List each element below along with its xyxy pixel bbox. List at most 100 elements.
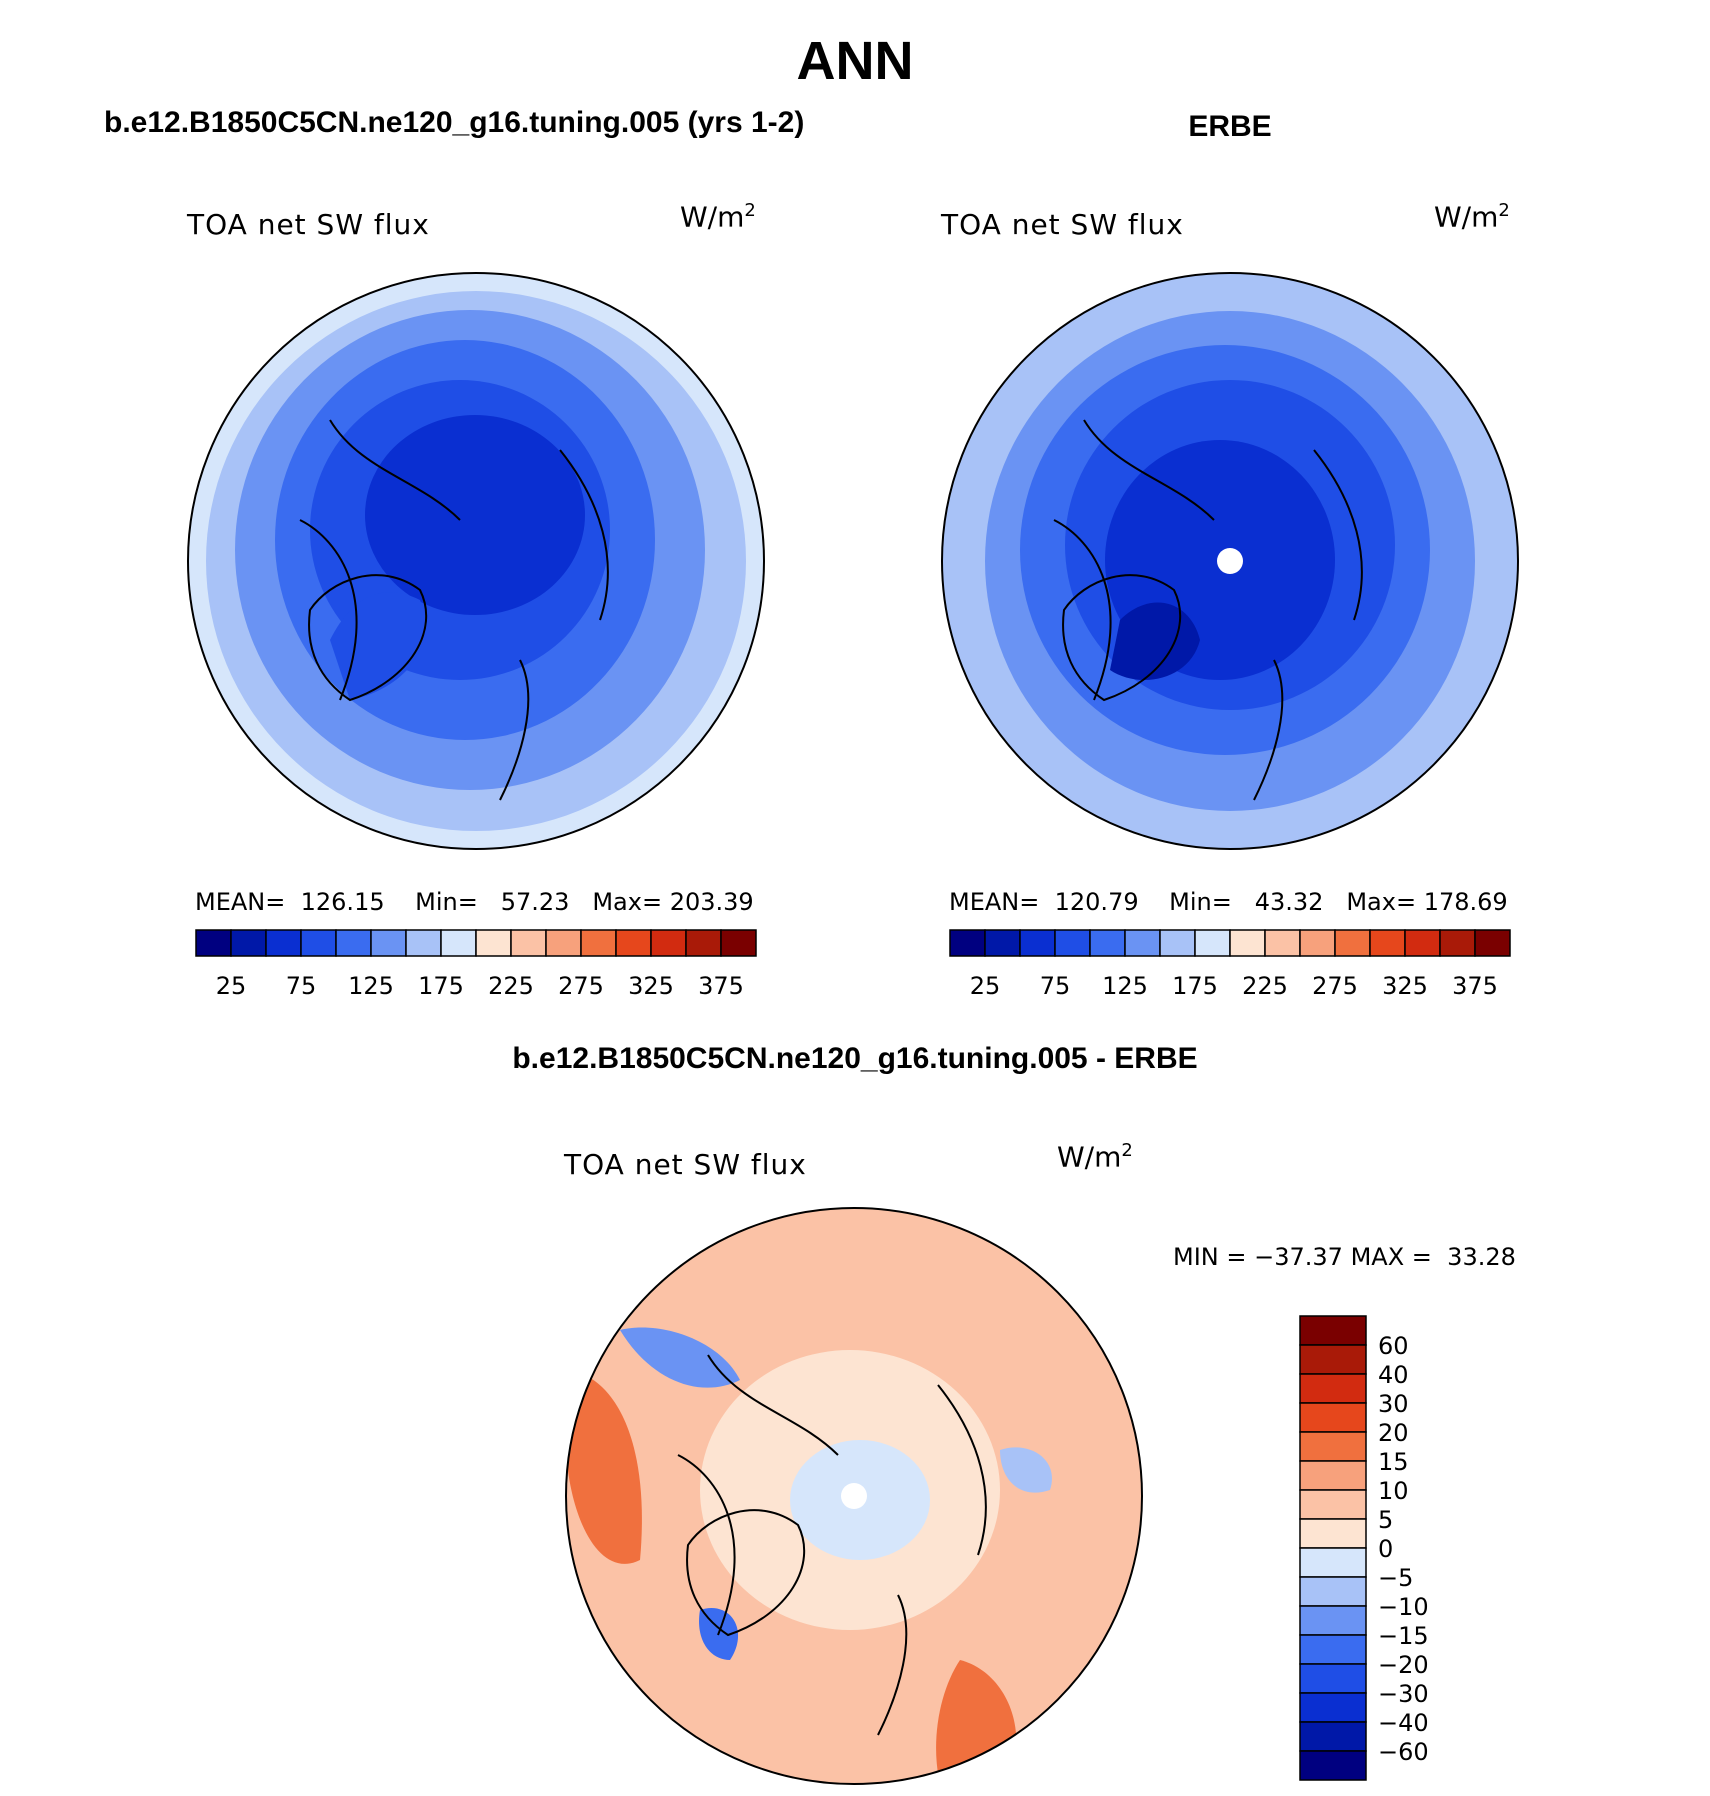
- diff-colorbar-tick-label: −5: [1378, 1564, 1413, 1592]
- obs-colorbar: 25 75 125 175 225 275 325 375: [949, 929, 1511, 1000]
- model-colorbar-swatch: [195, 929, 232, 957]
- model-units-label: W/m2: [680, 200, 756, 234]
- model-mean-label: MEAN=: [195, 888, 286, 916]
- model-colorbar-tick-label: 175: [418, 972, 464, 1000]
- model-max-value: 203.39: [669, 888, 754, 916]
- model-colorbar-swatch: [265, 929, 302, 957]
- obs-colorbar-tick-label: 225: [1242, 972, 1288, 1000]
- obs-panel-title: ERBE: [1188, 110, 1272, 143]
- diff-panel-title: b.e12.B1850C5CN.ne120_g16.tuning.005 - E…: [512, 1042, 1198, 1075]
- obs-colorbar-swatch: [1439, 929, 1476, 957]
- model-colorbar-swatch: [580, 929, 617, 957]
- diff-variable-label: TOA net SW flux: [564, 1148, 807, 1181]
- obs-colorbar-tick-label: 125: [1102, 972, 1148, 1000]
- model-panel-title: b.e12.B1850C5CN.ne120_g16.tuning.005 (yr…: [104, 106, 805, 139]
- obs-colorbar-swatch: [1124, 929, 1161, 957]
- model-greenland-outline: [308, 574, 428, 702]
- obs-min-value: 43.32: [1254, 888, 1324, 916]
- diff-colorbar-swatch: [1299, 1547, 1367, 1578]
- diff-warm-region-west: [566, 1370, 642, 1564]
- diff-units-label: W/m2: [1057, 1140, 1133, 1174]
- obs-colorbar-swatch: [949, 929, 986, 957]
- model-max-label: Max=: [592, 888, 663, 916]
- obs-stats: MEAN= 120.79 Min= 43.32 Max= 178.69: [949, 888, 1508, 916]
- obs-colorbar-swatch: [1089, 929, 1126, 957]
- obs-units-label: W/m2: [1434, 200, 1510, 234]
- obs-colorbar-swatch: [1264, 929, 1301, 957]
- obs-colorbar-tick-label: 275: [1312, 972, 1358, 1000]
- diff-colorbar-swatch: [1299, 1634, 1367, 1665]
- diff-cool-region-east: [1000, 1447, 1052, 1493]
- model-colorbar-swatch: [685, 929, 722, 957]
- diff-cool-region-north: [620, 1327, 740, 1388]
- diff-greenland-outline: [686, 1509, 806, 1637]
- diff-colorbar-tick-label: 60: [1378, 1332, 1409, 1360]
- diff-colorbar-tick-label: 0: [1378, 1535, 1393, 1563]
- model-colorbar-swatch: [300, 929, 337, 957]
- obs-min-label: Min=: [1169, 888, 1232, 916]
- obs-variable-label: TOA net SW flux: [941, 208, 1184, 241]
- model-colorbar-tick-label: 225: [488, 972, 534, 1000]
- obs-max-label: Max=: [1346, 888, 1417, 916]
- obs-polar-map: [942, 273, 1518, 849]
- diff-colorbar-swatch: [1299, 1315, 1367, 1346]
- model-colorbar-tick-label: 275: [558, 972, 604, 1000]
- diff-colorbar-tick-label: −30: [1378, 1680, 1429, 1708]
- diff-max-value: 33.28: [1447, 1243, 1516, 1271]
- model-colorbar-swatch: [720, 929, 757, 957]
- obs-colorbar-swatch: [1054, 929, 1091, 957]
- diff-colorbar-tick-label: −15: [1378, 1622, 1429, 1650]
- diff-colorbar-swatch: [1299, 1344, 1367, 1375]
- model-colorbar: 25 75 125 175 225 275 325 375: [195, 929, 757, 1000]
- model-colorbar-swatch: [545, 929, 582, 957]
- diff-min-label: MIN =: [1173, 1243, 1247, 1271]
- diff-colorbar-swatch: [1299, 1373, 1367, 1404]
- model-colorbar-tick-label: 75: [286, 972, 317, 1000]
- model-stats: MEAN= 126.15 Min= 57.23 Max= 203.39: [195, 888, 754, 916]
- model-colorbar-tick-label: 375: [698, 972, 744, 1000]
- obs-colorbar-swatch: [1334, 929, 1371, 957]
- model-min-value: 57.23: [500, 888, 570, 916]
- obs-colorbar-swatch: [1159, 929, 1196, 957]
- model-greenland-region: [330, 592, 426, 700]
- model-min-label: Min=: [415, 888, 478, 916]
- diff-colorbar-swatch: [1299, 1402, 1367, 1433]
- diff-stats: MIN = −37.37 MAX = 33.28: [1173, 1243, 1516, 1271]
- diff-colorbar-tick-label: 40: [1378, 1361, 1409, 1389]
- model-colorbar-tick-label: 125: [348, 972, 394, 1000]
- obs-colorbar-swatch: [1404, 929, 1441, 957]
- obs-colorbar-swatch: [1474, 929, 1511, 957]
- obs-mean-label: MEAN=: [949, 888, 1040, 916]
- diff-colorbar-swatch: [1299, 1576, 1367, 1607]
- diff-colorbar-swatch: [1299, 1692, 1367, 1723]
- diff-max-label: MAX =: [1350, 1243, 1432, 1271]
- diff-colorbar-swatch: [1299, 1431, 1367, 1462]
- obs-colorbar-swatch: [1194, 929, 1231, 957]
- obs-max-value: 178.69: [1423, 888, 1508, 916]
- diff-missing-pole: [841, 1483, 867, 1509]
- obs-colorbar-swatch: [984, 929, 1021, 957]
- obs-colorbar-swatch: [1369, 929, 1406, 957]
- diff-colorbar-swatch: [1299, 1605, 1367, 1636]
- model-colorbar-swatch: [405, 929, 442, 957]
- obs-colorbar-tick-label: 75: [1040, 972, 1071, 1000]
- model-colorbar-swatch: [615, 929, 652, 957]
- model-colorbar-swatch: [475, 929, 512, 957]
- diff-colorbar-swatch: [1299, 1721, 1367, 1752]
- diff-colorbar-swatch: [1299, 1663, 1367, 1694]
- diff-colorbar-tick-label: −40: [1378, 1709, 1429, 1737]
- model-colorbar-swatch: [230, 929, 267, 957]
- model-colorbar-tick-label: 325: [628, 972, 674, 1000]
- obs-greenland-region: [1110, 602, 1200, 680]
- model-colorbar-swatch: [440, 929, 477, 957]
- diff-colorbar-swatch: [1299, 1489, 1367, 1520]
- obs-colorbar-swatch: [1229, 929, 1266, 957]
- figure-title: ANN: [796, 31, 914, 91]
- obs-colorbar-swatch: [1299, 929, 1336, 957]
- obs-mean-value: 120.79: [1054, 888, 1139, 916]
- model-variable-label: TOA net SW flux: [187, 208, 430, 241]
- obs-colorbar-swatch: [1019, 929, 1056, 957]
- obs-colorbar-tick-label: 175: [1172, 972, 1218, 1000]
